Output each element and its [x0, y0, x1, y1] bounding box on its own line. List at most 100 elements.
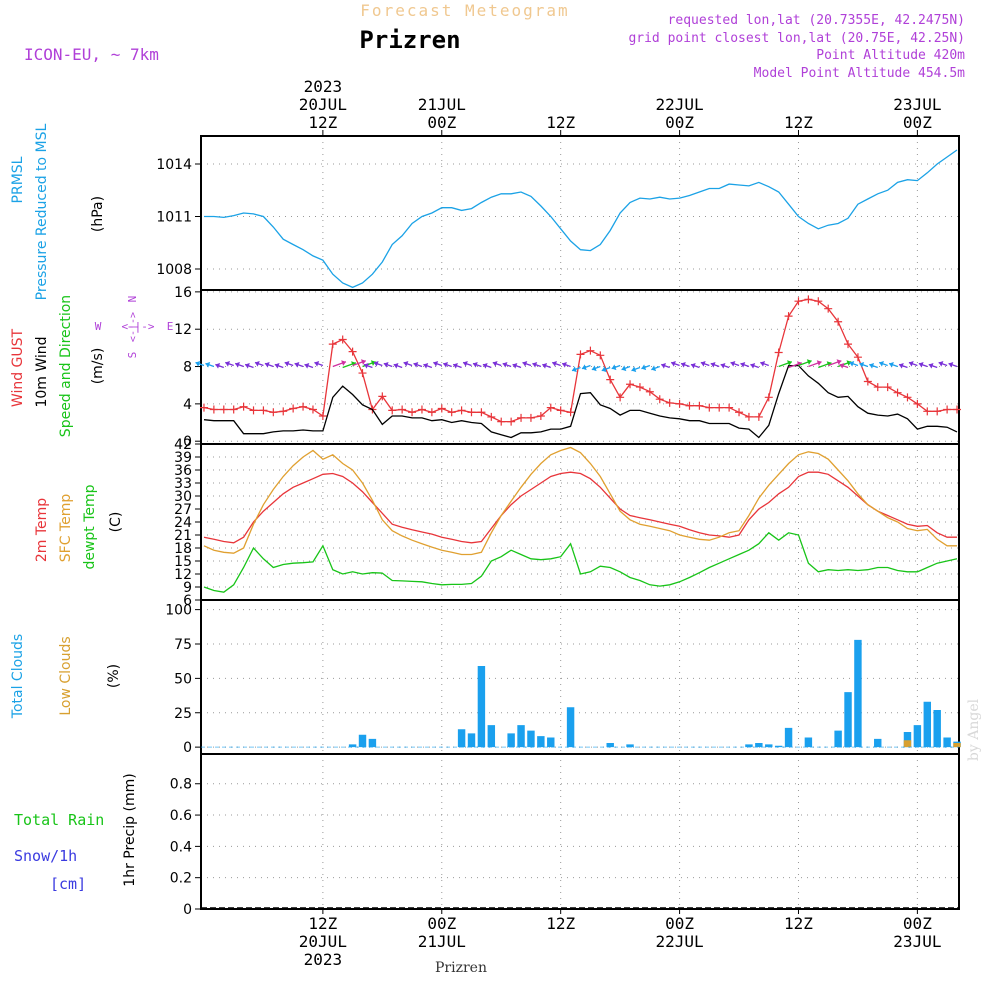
clouds-unit-label: (%)	[106, 664, 122, 688]
cloud-bar	[903, 732, 912, 748]
wind-direction-arrows	[195, 359, 958, 373]
bottom-time-label: 00Z	[903, 914, 932, 933]
wind-arrowhead	[403, 361, 409, 367]
wind-arrowhead	[502, 362, 508, 368]
wind-arrowhead	[245, 363, 250, 369]
top-time-label: 21JUL	[418, 95, 466, 114]
bottom-time-label: 12Z	[546, 914, 575, 933]
y-tick-label: 0	[183, 434, 192, 450]
top-time-label: 00Z	[903, 113, 932, 132]
gust-marker	[338, 335, 347, 344]
y-tick-label: 0.8	[170, 777, 192, 793]
cloud-bar	[923, 701, 932, 748]
series-wind-gust	[203, 298, 957, 423]
wind-arrowhead	[314, 361, 320, 367]
y-tick-label: 16	[174, 285, 192, 301]
wind-arrowhead	[601, 366, 607, 373]
gust-marker	[517, 413, 526, 422]
t2m-label: 2m Temp	[34, 498, 50, 562]
model-label: ICON-EU, ~ 7km	[24, 45, 159, 64]
cloud-bar	[517, 725, 525, 748]
gust-marker	[635, 383, 644, 392]
wind-arrowhead	[512, 363, 518, 369]
wind-arrowhead	[383, 362, 389, 368]
gust-label: Wind GUST	[10, 328, 26, 407]
cloud-bar	[467, 733, 476, 748]
bottom-time-label: 00Z	[427, 914, 456, 933]
top-time-label: 22JUL	[655, 95, 703, 114]
gust-marker	[467, 408, 476, 417]
wind-arrowhead	[690, 363, 696, 369]
wind-arrowhead	[928, 363, 934, 369]
wind-arrowhead	[542, 363, 548, 369]
wind-arrowhead	[760, 361, 766, 367]
wind-arrowhead	[889, 362, 894, 368]
gust-marker	[249, 406, 258, 415]
wind-arrowhead	[264, 362, 270, 368]
wind-arrowhead	[816, 360, 822, 366]
gust-marker	[705, 403, 714, 412]
series-dewpt-temp	[203, 531, 958, 593]
wind-arrowhead	[948, 362, 954, 368]
wind-arrowhead	[611, 364, 617, 371]
gust-marker	[685, 401, 694, 410]
wind-arrowhead	[591, 365, 597, 372]
wind-arrowhead	[532, 362, 538, 368]
cloud-bar	[774, 745, 783, 748]
wind-arrowhead	[681, 362, 686, 368]
gust-marker	[199, 403, 208, 412]
cloud-bar	[457, 729, 466, 748]
cloud-bar	[834, 730, 842, 748]
cloud-bar	[854, 639, 862, 748]
wind-arrowhead	[908, 361, 914, 367]
y-tick-label: 12	[174, 322, 192, 338]
wind-arrowhead	[641, 364, 647, 371]
wind-arrowhead	[482, 363, 488, 369]
gust-marker	[566, 408, 575, 417]
wind-arrowhead	[859, 362, 865, 368]
header: Forecast Meteogram Prizren ICON-EU, ~ 7k…	[24, 1, 982, 976]
gust-marker	[586, 346, 595, 355]
gust-marker	[903, 393, 912, 402]
gust-marker	[219, 405, 228, 414]
gust-marker	[675, 399, 684, 408]
y-tick-label: 15	[174, 554, 192, 570]
cloud-bar	[943, 737, 951, 748]
gust-marker	[695, 401, 704, 410]
wind-arrowhead	[787, 360, 792, 366]
y-tick-label: 36	[174, 463, 192, 479]
gust-marker	[487, 412, 496, 421]
total-clouds-label: Total Clouds	[10, 634, 26, 719]
y-tick-label: 9	[183, 580, 192, 596]
wind-arrowhead	[740, 362, 746, 368]
gust-marker	[844, 340, 853, 349]
y-tick-label: 0	[183, 740, 192, 756]
gust-marker	[417, 405, 426, 414]
y-tick-label: 1008	[156, 262, 192, 278]
gust-marker	[655, 395, 664, 404]
low-cloud-bar	[953, 743, 961, 748]
gust-marker	[814, 297, 823, 306]
gridpoint-coords: grid point closest lon,lat (20.75E, 42.2…	[628, 31, 965, 46]
wind-arrowhead	[205, 362, 211, 368]
wind-arrowhead	[370, 360, 376, 366]
gust-marker	[804, 295, 813, 304]
sfc-temp-label: SFC Temp	[58, 494, 74, 563]
wind-arrowhead	[661, 363, 666, 369]
gust-marker	[913, 399, 922, 408]
series-10m-wind	[203, 364, 958, 439]
y-tick-label: 50	[174, 671, 192, 687]
gust-marker	[893, 388, 902, 397]
wind-arrowhead	[341, 360, 346, 366]
svg-text:E: E	[167, 320, 174, 333]
cloud-bar	[507, 733, 515, 748]
wind-arrowhead	[710, 362, 716, 368]
cloud-bar	[745, 744, 753, 748]
gust-marker	[477, 408, 486, 417]
gust-marker	[576, 350, 585, 359]
y-tick-label: 25	[174, 706, 192, 722]
gust-marker	[388, 406, 397, 415]
y-tick-label: 4	[183, 397, 192, 413]
gust-marker	[873, 383, 882, 392]
top-time-label: 12Z	[308, 113, 337, 132]
